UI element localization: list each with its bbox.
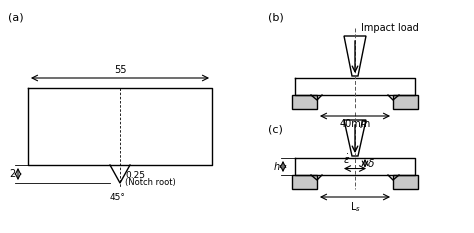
- Text: (b): (b): [268, 13, 284, 23]
- Text: 40mm: 40mm: [339, 119, 371, 129]
- Text: (a): (a): [8, 13, 24, 23]
- Text: $\dot{\varepsilon}$: $\dot{\varepsilon}$: [343, 152, 351, 165]
- Text: 0.25: 0.25: [125, 171, 145, 180]
- Text: $\delta$: $\delta$: [367, 157, 375, 169]
- Bar: [393, 95, 418, 109]
- Polygon shape: [344, 120, 366, 156]
- Text: h: h: [274, 161, 280, 171]
- Polygon shape: [344, 36, 366, 76]
- Text: P: P: [360, 120, 367, 130]
- Text: 45°: 45°: [110, 193, 126, 202]
- Text: (c): (c): [268, 125, 283, 135]
- Bar: [292, 95, 317, 109]
- Text: (Notch root): (Notch root): [125, 178, 176, 187]
- Bar: [292, 175, 317, 189]
- Text: Impact load: Impact load: [361, 23, 419, 33]
- Text: L$_s$: L$_s$: [349, 200, 360, 214]
- Bar: [393, 175, 418, 189]
- Text: 2: 2: [10, 169, 16, 179]
- Text: 55: 55: [114, 65, 126, 75]
